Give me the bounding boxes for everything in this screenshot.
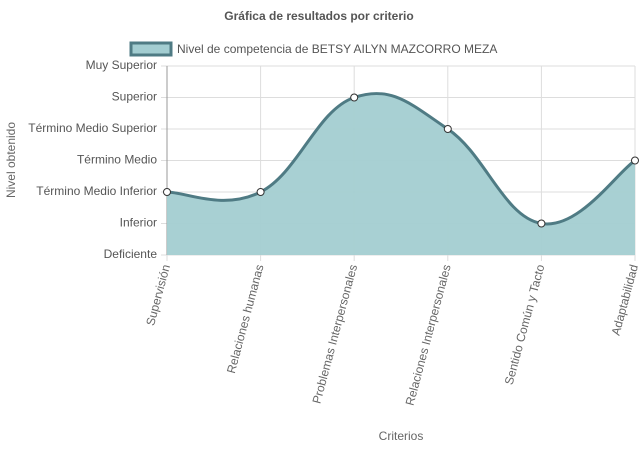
y-tick-label: Deficiente <box>104 247 158 261</box>
x-tick-label: Sentido Común y Tacto <box>502 263 548 387</box>
x-axis-title: Criterios <box>379 429 424 443</box>
series-area <box>167 93 635 255</box>
y-tick-label: Término Medio Superior <box>28 121 157 135</box>
data-point <box>537 219 546 228</box>
y-axis-title: Nivel obtenido <box>4 122 18 198</box>
x-tick-label: Problemas Interpersonales <box>310 263 361 405</box>
chart-title: Gráfica de resultados por criterio <box>224 9 413 23</box>
data-point <box>631 156 639 165</box>
x-tick-label: Relaciones Interpersonales <box>403 263 454 407</box>
y-tick-label: Término Medio <box>77 153 157 167</box>
data-point <box>350 93 359 102</box>
x-tick-label: Relaciones humanas <box>224 263 267 375</box>
x-tick-label: Adaptabilidad <box>609 263 639 337</box>
data-point <box>256 188 265 196</box>
legend-swatch <box>129 41 173 57</box>
legend-label: Nivel de competencia de BETSY AILYN MAZC… <box>177 42 497 56</box>
y-tick-label: Término Medio Inferior <box>36 184 157 198</box>
data-point <box>443 125 452 133</box>
data-point <box>163 188 171 196</box>
x-tick-label: Supervisión <box>143 263 173 327</box>
y-tick-label: Superior <box>112 90 157 104</box>
y-tick-label: Muy Superior <box>86 58 157 72</box>
y-tick-label: Inferior <box>120 216 157 230</box>
